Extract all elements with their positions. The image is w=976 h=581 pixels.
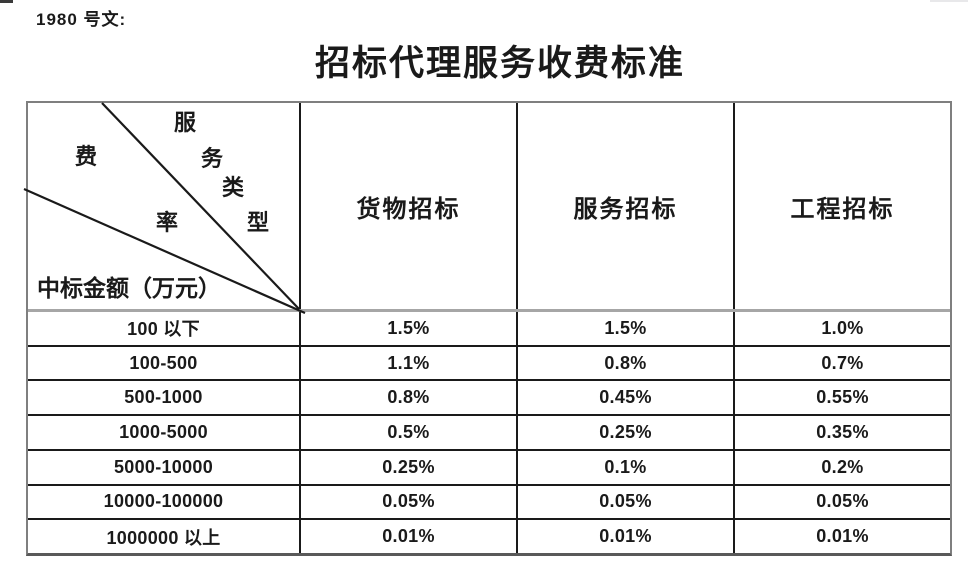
table-row: 1000000 以上 0.01% 0.01% 0.01% xyxy=(28,518,950,554)
rate-cell: 0.05% xyxy=(299,485,516,519)
rate-cell: 0.45% xyxy=(516,381,733,415)
page-title: 招标代理服务收费标准 xyxy=(315,44,686,83)
rate-cell: 0.1% xyxy=(516,450,733,484)
rate-cell: 1.1% xyxy=(299,346,516,380)
rate-cell: 0.5% xyxy=(299,416,516,449)
table-row: 100-500 1.1% 0.8% 0.7% xyxy=(28,344,950,380)
doc-number: 1980 号文: xyxy=(36,10,127,29)
table-header-row: 服 务 类 型 费 率 中标金额（万元） 货物招标 服务招标 工程招标 xyxy=(23,102,950,315)
table-row: 1000-5000 0.5% 0.25% 0.35% xyxy=(28,414,950,449)
rate-cell: 1.0% xyxy=(733,312,950,345)
rate-cell: 0.7% xyxy=(733,346,950,380)
corner-label-fee-rate-char: 率 xyxy=(156,210,179,235)
corner-label-service-type-char: 务 xyxy=(201,146,224,171)
corner-label-service-type-char: 服 xyxy=(174,110,197,135)
table-row: 10000-100000 0.05% 0.05% 0.05% xyxy=(28,483,950,519)
table-row: 500-1000 0.8% 0.45% 0.55% xyxy=(28,379,950,415)
rate-cell: 0.55% xyxy=(733,381,950,415)
scan-artifact-top-left xyxy=(0,0,13,3)
corner-label-service-type-char: 类 xyxy=(222,175,245,200)
rate-cell: 0.25% xyxy=(299,450,516,484)
column-header-engineering: 工程招标 xyxy=(733,103,950,309)
row-amount-range: 1000-5000 xyxy=(119,422,208,443)
rate-cell: 0.2% xyxy=(733,450,950,484)
rate-cell: 0.8% xyxy=(516,346,733,380)
rate-cell: 0.05% xyxy=(733,485,950,519)
rate-cell: 0.25% xyxy=(516,416,733,449)
table-body: 100 以下 1.5% 1.5% 1.0% 100-500 1.1% 0.8% … xyxy=(28,312,950,554)
table-row: 100 以下 1.5% 1.5% 1.0% xyxy=(28,312,950,345)
row-amount-range: 100 以下 xyxy=(127,319,200,340)
row-amount-range: 100-500 xyxy=(129,352,198,373)
corner-label-service-type-char: 型 xyxy=(247,210,270,235)
rate-cell: 0.05% xyxy=(516,485,733,519)
rate-cell: 0.8% xyxy=(299,381,516,415)
rate-cell: 1.5% xyxy=(516,312,733,345)
row-amount-range: 10000-100000 xyxy=(103,491,224,512)
row-amount-range: 5000-10000 xyxy=(113,456,214,477)
corner-header-cell: 服 务 类 型 费 率 中标金额（万元） xyxy=(23,102,306,315)
rate-cell: 1.5% xyxy=(299,312,516,345)
scan-artifact-top-right xyxy=(930,0,968,2)
rate-cell: 0.01% xyxy=(516,520,733,554)
rate-cell: 0.01% xyxy=(299,520,516,554)
corner-label-bid-amount: 中标金额（万元） xyxy=(37,276,221,301)
row-amount-range: 1000000 以上 xyxy=(106,527,221,548)
rate-cell: 0.01% xyxy=(733,520,950,554)
column-header-goods: 货物招标 xyxy=(299,103,516,309)
corner-label-fee-rate-char: 费 xyxy=(75,144,98,169)
row-amount-range: 500-1000 xyxy=(124,387,203,408)
rate-cell: 0.35% xyxy=(733,416,950,449)
fee-table: 服 务 类 型 费 率 中标金额（万元） 货物招标 服务招标 工程招标 100 … xyxy=(23,101,952,556)
diagonal-divider-lines xyxy=(23,102,306,315)
table-row: 5000-10000 0.25% 0.1% 0.2% xyxy=(28,448,950,484)
column-header-services: 服务招标 xyxy=(516,103,733,309)
